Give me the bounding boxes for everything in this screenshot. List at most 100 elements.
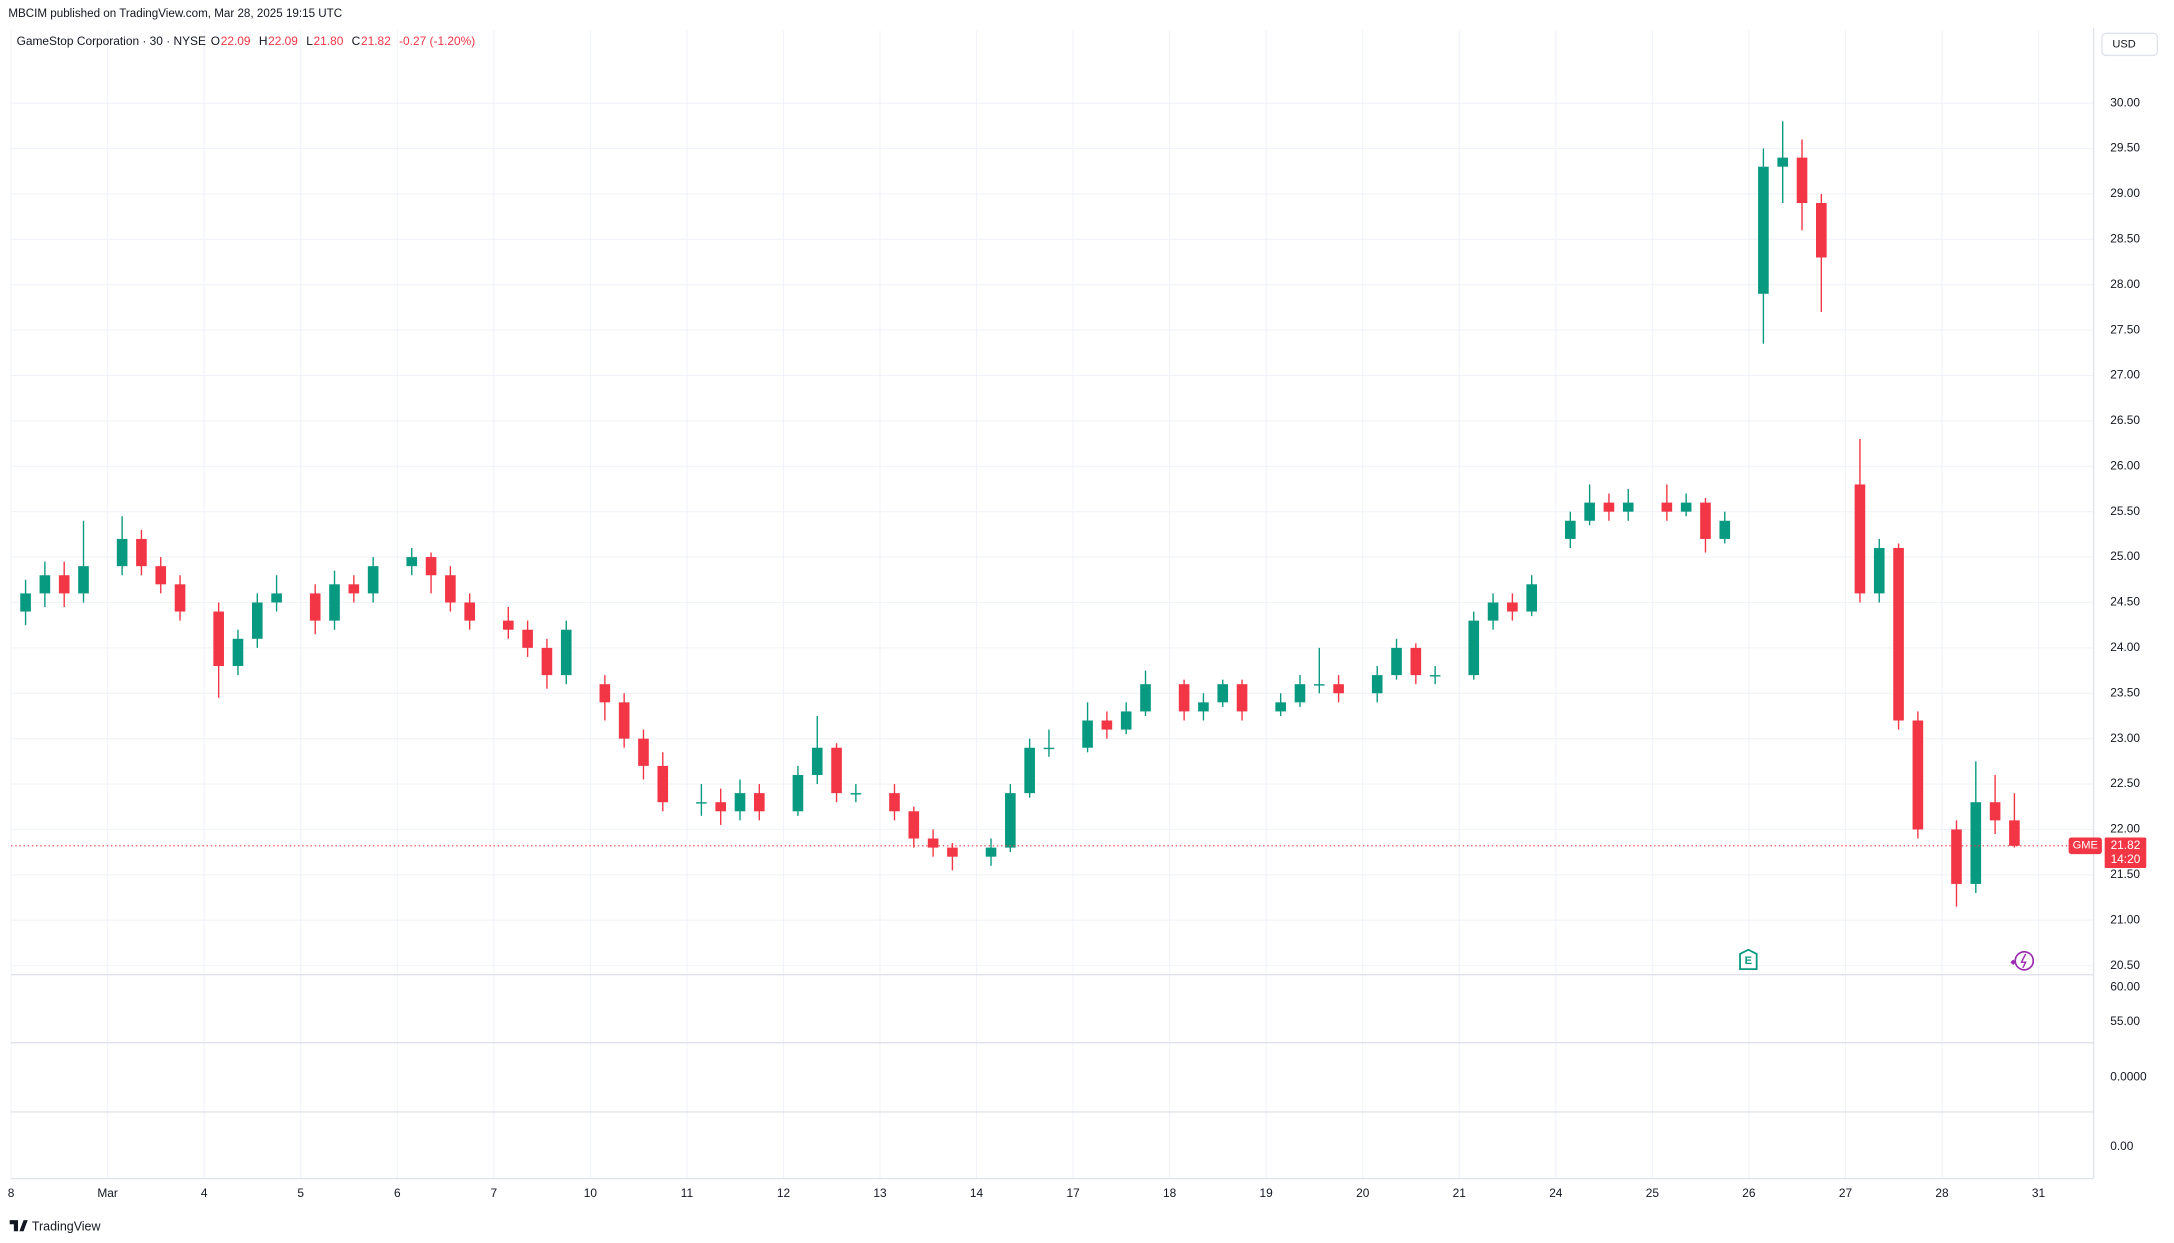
candle (811, 715, 823, 785)
candle (1816, 193, 1827, 312)
candle-body (1873, 548, 1885, 594)
candle-body (136, 538, 147, 567)
candle-body (1487, 602, 1499, 621)
candle (1661, 484, 1673, 521)
earnings-icon[interactable]: E (1739, 948, 1758, 971)
candle (560, 620, 572, 685)
candle (1120, 702, 1132, 735)
candle (1313, 647, 1325, 694)
candle-body (811, 747, 823, 775)
candle-body (1410, 647, 1422, 676)
candle (1275, 693, 1286, 716)
pane-tick-label: 55.00 (2110, 1014, 2140, 1028)
candle-body (445, 575, 456, 603)
currency-box[interactable] (2101, 32, 2159, 57)
candle-body (425, 557, 437, 576)
candle-body (1198, 702, 1209, 712)
candle-body (1140, 684, 1151, 712)
candle (464, 593, 475, 630)
candle-body (715, 802, 727, 812)
candle (1526, 575, 1537, 617)
candle (1410, 643, 1422, 685)
x-tick-label: 14 (970, 1186, 984, 1200)
legend-value: 22.09 (268, 34, 298, 48)
candle (696, 784, 707, 816)
candle-body (1700, 502, 1711, 539)
candle (1236, 679, 1248, 721)
grid-layer (10, 30, 2094, 1179)
candle-body (1777, 157, 1789, 167)
candle (715, 788, 727, 825)
candle-body (1236, 684, 1248, 712)
x-tick-label: Mar (97, 1186, 118, 1200)
logo[interactable]: TradingView (9, 1219, 102, 1233)
candle-body (502, 620, 514, 630)
candle-body (1005, 793, 1016, 848)
candle-body (1564, 520, 1576, 539)
y-tick-label: 20.50 (2110, 958, 2140, 972)
candle (1082, 702, 1093, 753)
candle (1140, 670, 1151, 716)
candle-body (638, 738, 649, 766)
pane-tick-label: 60.00 (2110, 979, 2140, 993)
x-tick-label: 25 (1646, 1186, 1660, 1200)
candle-body (1120, 711, 1132, 730)
candle (1777, 121, 1789, 204)
candle (1487, 593, 1499, 630)
candle (271, 575, 282, 612)
candle (985, 838, 997, 866)
candle-body (1951, 829, 1962, 884)
legend-value: 21.82 (361, 34, 391, 48)
candle-body (232, 638, 244, 667)
candle-body (1333, 684, 1344, 694)
pane-tick-label: 0.00 (2110, 1139, 2134, 1153)
candle (1429, 666, 1441, 685)
x-tick-label: 21 (1453, 1186, 1467, 1200)
candle (348, 575, 360, 603)
y-tick-label: 25.50 (2110, 504, 2140, 518)
candle-body (329, 584, 340, 621)
candle-body (20, 593, 31, 612)
candle-body (1468, 620, 1480, 676)
candle-body (985, 847, 997, 857)
symbol-label: GME (2073, 840, 2098, 852)
candle-body (1507, 602, 1518, 612)
candle (2009, 793, 2020, 848)
candle-body (1101, 720, 1113, 730)
candle-body (618, 702, 630, 739)
candle (232, 629, 244, 676)
candle (425, 552, 437, 594)
footer-brand[interactable]: TradingView (32, 1219, 102, 1233)
candle-body (908, 811, 920, 839)
dividend-icon[interactable] (2010, 950, 2035, 971)
candle (406, 548, 418, 576)
candle-body (155, 566, 167, 585)
candle (309, 584, 321, 635)
earnings-label[interactable]: E (1745, 955, 1752, 967)
candle (1043, 729, 1055, 757)
candle-body (39, 575, 51, 594)
candle-body (1082, 720, 1093, 748)
candle (792, 765, 804, 816)
candle (1371, 666, 1383, 703)
y-tick-label: 23.50 (2110, 685, 2140, 699)
candle-body (1294, 684, 1306, 703)
candle-body (1758, 166, 1769, 294)
legend-key: L (306, 34, 313, 48)
publisher-note: MBCIM published on TradingView.com, Mar … (8, 7, 342, 20)
currency[interactable]: USD (2112, 38, 2135, 50)
x-tick-label: 4 (201, 1186, 208, 1200)
legend-key: O (211, 34, 220, 48)
chart-title: GameStop Corporation · 30 · NYSE (17, 34, 206, 48)
candle (155, 557, 167, 594)
price-tag (2104, 837, 2147, 868)
x-tick-label: 11 (681, 1186, 694, 1200)
x-tick-label: 24 (1549, 1186, 1563, 1200)
candle (831, 743, 842, 803)
legend-key: H (259, 34, 268, 48)
candle-body (1680, 502, 1692, 512)
candle-body (464, 602, 475, 621)
candle-body (1603, 502, 1615, 512)
candle (889, 784, 900, 821)
candle-body (1024, 747, 1035, 794)
